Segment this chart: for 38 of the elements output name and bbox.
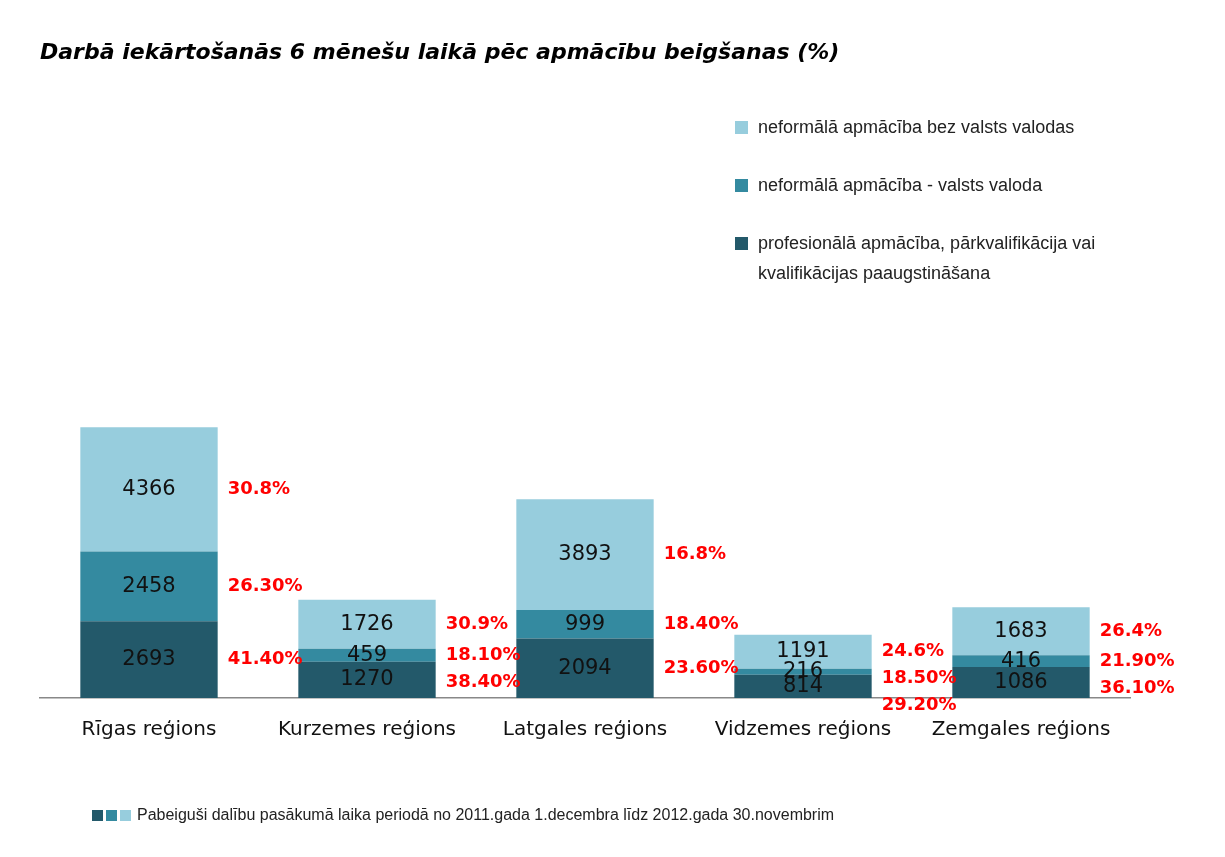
annotation: 30.8% — [227, 476, 291, 498]
annotation: 36.10% — [1099, 675, 1175, 697]
legend-label: profesionālā apmācība, pārkvalifikācija vai kvalifikācijas paaugstināšana — [758, 232, 1097, 285]
legend-label: neformālā apmācība - valsts valoda — [758, 174, 1043, 197]
data-label: 1270 — [340, 666, 394, 691]
bar — [516, 609, 654, 639]
x-tick-label: Rīgas reģions — [81, 716, 217, 741]
bar — [80, 621, 218, 698]
annotation: 23.60% — [663, 655, 739, 677]
bar — [80, 427, 218, 552]
x-tick-label: Latgales reģions — [502, 716, 668, 741]
annotation: 21.90% — [1099, 648, 1175, 670]
data-label: 1086 — [994, 669, 1048, 693]
annotation: 24.6% — [881, 639, 945, 661]
annotation: 29.20% — [881, 693, 957, 715]
annotation: 26.4% — [1099, 618, 1163, 640]
data-label: 4366 — [122, 475, 176, 500]
chart-title: Darbā iekārtošanās 6 mēnešu laikā pēc apmācību beigšanas (%) — [40, 38, 840, 64]
annotation: 30.9% — [445, 611, 509, 633]
x-tick-label: Vidzemes reģions — [714, 716, 892, 741]
data-label: 416 — [1000, 647, 1042, 672]
bar — [80, 551, 218, 622]
data-label: 2693 — [122, 646, 176, 671]
annotation: 18.40% — [663, 611, 739, 633]
annotation: 26.30% — [227, 574, 303, 596]
data-label: 2458 — [122, 572, 176, 597]
x-tick-label: Zemgales reģions — [931, 716, 1111, 741]
legend-label: neformālā apmācība bez valsts valodas — [758, 116, 1075, 139]
data-label: 1683 — [994, 617, 1048, 642]
data-label: 1726 — [340, 610, 394, 635]
text: Pabeiguši dalību pasākumā laika periodā no 2011.gada 1.decembra līdz 2012.gada 30.novembrim — [137, 806, 835, 824]
bar — [516, 499, 654, 610]
data-label: 3893 — [558, 541, 612, 566]
x-tick-label: Kurzemes reģions — [277, 716, 457, 741]
annotation: 16.8% — [663, 542, 727, 564]
data-label: 459 — [346, 641, 388, 666]
data-label: 2094 — [558, 654, 612, 679]
data-label: 999 — [564, 610, 606, 635]
